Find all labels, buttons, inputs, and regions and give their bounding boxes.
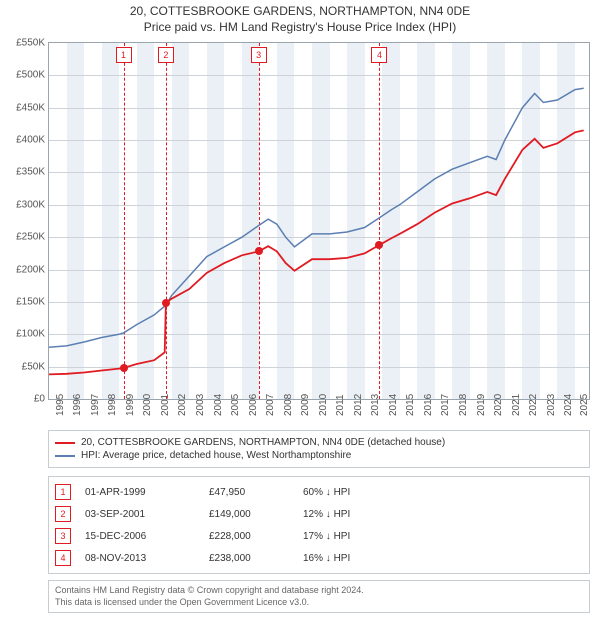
- footer-line2: This data is licensed under the Open Gov…: [55, 597, 583, 609]
- y-tick-label: £300K: [5, 199, 45, 210]
- sale-price: £228,000: [209, 531, 289, 542]
- legend-swatch-hpi: [55, 455, 75, 457]
- y-tick-label: £100K: [5, 329, 45, 340]
- chart-title: 20, COTTESBROOKE GARDENS, NORTHAMPTON, N…: [0, 0, 600, 34]
- sale-date: 08-NOV-2013: [85, 553, 195, 564]
- sale-price: £47,950: [209, 487, 289, 498]
- sales-table: 1 01-APR-1999 £47,950 60% ↓ HPI 2 03-SEP-2001…: [48, 476, 590, 574]
- y-tick-label: £400K: [5, 135, 45, 146]
- table-row: 4 08-NOV-2013 £238,000 16% ↓ HPI: [55, 547, 583, 569]
- series-line-property: [49, 130, 584, 374]
- sale-marker-label: 3: [251, 47, 267, 63]
- chart-legend: 20, COTTESBROOKE GARDENS, NORTHAMPTON, N…: [48, 430, 590, 468]
- sale-number-badge: 3: [55, 528, 71, 544]
- sale-vs-hpi: 60% ↓ HPI: [303, 487, 393, 498]
- series-line-hpi: [49, 88, 584, 347]
- sale-marker-label: 4: [371, 47, 387, 63]
- legend-row-hpi: HPI: Average price, detached house, West…: [55, 450, 583, 461]
- table-row: 1 01-APR-1999 £47,950 60% ↓ HPI: [55, 481, 583, 503]
- y-tick-label: £150K: [5, 296, 45, 307]
- sale-price: £238,000: [209, 553, 289, 564]
- sale-vs-hpi: 16% ↓ HPI: [303, 553, 393, 564]
- sale-date: 03-SEP-2001: [85, 509, 195, 520]
- y-tick-label: £50K: [5, 361, 45, 372]
- table-row: 2 03-SEP-2001 £149,000 12% ↓ HPI: [55, 503, 583, 525]
- price-chart: 1995199619971998199920002001200220032004…: [48, 42, 590, 400]
- sale-marker-label: 2: [158, 47, 174, 63]
- y-tick-label: £0: [5, 394, 45, 405]
- title-subtitle: Price paid vs. HM Land Registry's House …: [0, 20, 600, 34]
- y-tick-label: £350K: [5, 167, 45, 178]
- sale-point: [375, 241, 383, 249]
- footer-line1: Contains HM Land Registry data © Crown c…: [55, 585, 583, 597]
- series-svg: [49, 43, 589, 399]
- data-attribution: Contains HM Land Registry data © Crown c…: [48, 580, 590, 613]
- sale-point: [120, 364, 128, 372]
- sale-vs-hpi: 12% ↓ HPI: [303, 509, 393, 520]
- sale-number-badge: 1: [55, 484, 71, 500]
- y-tick-label: £250K: [5, 232, 45, 243]
- table-row: 3 15-DEC-2006 £228,000 17% ↓ HPI: [55, 525, 583, 547]
- sale-number-badge: 4: [55, 550, 71, 566]
- legend-label-property: 20, COTTESBROOKE GARDENS, NORTHAMPTON, N…: [81, 437, 445, 448]
- sale-number-badge: 2: [55, 506, 71, 522]
- sale-point: [162, 299, 170, 307]
- y-tick-label: £500K: [5, 70, 45, 81]
- sale-date: 01-APR-1999: [85, 487, 195, 498]
- legend-row-property: 20, COTTESBROOKE GARDENS, NORTHAMPTON, N…: [55, 437, 583, 448]
- sale-date: 15-DEC-2006: [85, 531, 195, 542]
- sale-point: [255, 247, 263, 255]
- legend-label-hpi: HPI: Average price, detached house, West…: [81, 450, 351, 461]
- y-tick-label: £450K: [5, 102, 45, 113]
- sale-vs-hpi: 17% ↓ HPI: [303, 531, 393, 542]
- legend-swatch-property: [55, 442, 75, 444]
- y-tick-label: £550K: [5, 38, 45, 49]
- sale-marker-label: 1: [116, 47, 132, 63]
- sale-price: £149,000: [209, 509, 289, 520]
- y-tick-label: £200K: [5, 264, 45, 275]
- title-address: 20, COTTESBROOKE GARDENS, NORTHAMPTON, N…: [0, 4, 600, 18]
